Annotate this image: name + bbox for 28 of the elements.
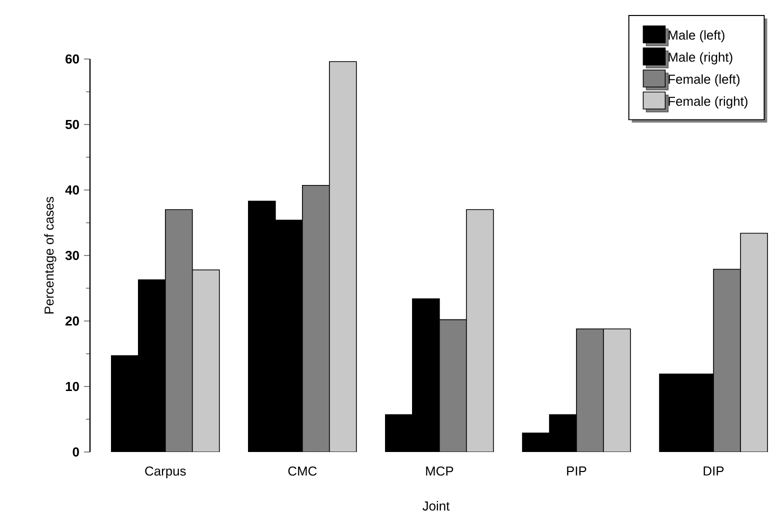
legend-label: Female (left) — [668, 74, 740, 86]
bar — [329, 62, 356, 452]
bar — [165, 210, 192, 452]
bar — [192, 270, 220, 452]
y-axis-title: Percentage of cases — [44, 196, 56, 314]
legend-label: Male (left) — [668, 30, 724, 42]
bar — [302, 185, 330, 452]
bar — [603, 328, 630, 452]
bar — [466, 210, 494, 452]
x-axis-title: Joint — [422, 501, 450, 511]
y-tick-label: 50 — [65, 120, 79, 130]
bar — [740, 232, 768, 452]
bar — [439, 320, 466, 452]
x-tick-label: CMC — [288, 466, 317, 476]
x-tick-label: MCP — [426, 466, 454, 476]
x-tick-label: Carpus — [145, 466, 186, 478]
y-tick-label: 0 — [72, 447, 79, 457]
y-tick-label: 10 — [66, 382, 79, 392]
bar — [576, 328, 604, 452]
y-tick-label: 30 — [65, 250, 79, 260]
x-tick-label: DIP — [704, 466, 724, 476]
x-tick-label: PIP — [567, 466, 586, 476]
y-tick-label: 60 — [66, 54, 79, 64]
legend-label: Male (right) — [668, 52, 732, 64]
bar — [713, 268, 741, 452]
y-tick-label: 20 — [66, 316, 79, 326]
y-tick-label: 40 — [65, 185, 79, 195]
legend-label: Female (right) — [668, 96, 748, 108]
